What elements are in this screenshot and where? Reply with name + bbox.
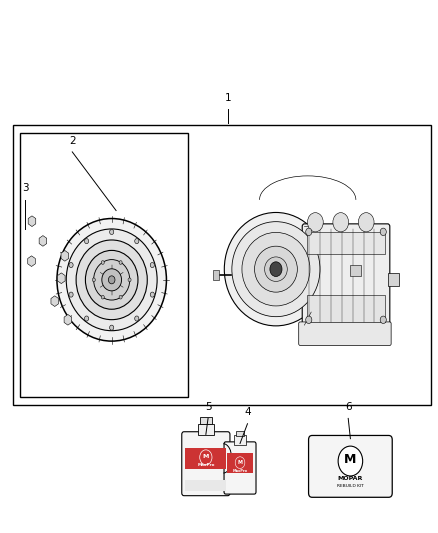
Text: MaxPro: MaxPro — [233, 469, 247, 473]
FancyBboxPatch shape — [224, 442, 256, 494]
Circle shape — [358, 213, 374, 232]
Ellipse shape — [94, 260, 130, 300]
Text: 3: 3 — [22, 183, 29, 193]
Ellipse shape — [57, 219, 166, 341]
Circle shape — [306, 228, 312, 236]
Polygon shape — [51, 296, 59, 306]
Circle shape — [119, 295, 122, 299]
Bar — [234, 435, 246, 445]
Bar — [13, 125, 431, 405]
Ellipse shape — [85, 251, 138, 309]
Ellipse shape — [254, 246, 297, 292]
Circle shape — [110, 325, 114, 330]
Text: 1: 1 — [224, 93, 231, 103]
Circle shape — [333, 213, 349, 232]
Circle shape — [235, 457, 245, 469]
Circle shape — [135, 316, 139, 321]
Bar — [307, 295, 385, 322]
FancyBboxPatch shape — [299, 322, 391, 345]
Text: 4: 4 — [244, 407, 251, 417]
Circle shape — [150, 292, 155, 297]
Text: 6: 6 — [345, 402, 352, 412]
Circle shape — [119, 261, 122, 264]
Ellipse shape — [76, 240, 147, 320]
Text: M: M — [203, 454, 209, 459]
Circle shape — [69, 292, 73, 297]
Circle shape — [109, 276, 115, 284]
Text: M: M — [237, 459, 243, 465]
Text: REBUILD KIT: REBUILD KIT — [337, 483, 364, 488]
Circle shape — [200, 450, 212, 465]
Bar — [307, 232, 385, 254]
Circle shape — [101, 261, 104, 264]
Bar — [200, 417, 212, 424]
Ellipse shape — [102, 269, 121, 291]
Circle shape — [380, 228, 386, 236]
Text: 5: 5 — [205, 402, 212, 412]
Circle shape — [380, 316, 386, 324]
Ellipse shape — [224, 213, 328, 326]
Bar — [185, 448, 226, 469]
Polygon shape — [28, 256, 35, 266]
Ellipse shape — [242, 232, 310, 306]
Circle shape — [128, 278, 131, 281]
Bar — [20, 133, 188, 397]
Polygon shape — [28, 216, 36, 227]
Bar — [198, 424, 214, 435]
Text: 2: 2 — [69, 135, 76, 146]
Ellipse shape — [265, 257, 287, 281]
Polygon shape — [39, 236, 47, 246]
Circle shape — [85, 239, 88, 244]
FancyBboxPatch shape — [308, 435, 392, 497]
Circle shape — [85, 316, 88, 321]
Text: MaxPro: MaxPro — [197, 463, 215, 467]
Bar — [227, 453, 253, 473]
Circle shape — [150, 263, 155, 268]
Circle shape — [338, 446, 363, 476]
Polygon shape — [64, 314, 72, 325]
Text: M: M — [344, 453, 357, 466]
Bar — [388, 273, 399, 286]
Polygon shape — [61, 251, 69, 261]
Bar — [185, 480, 226, 491]
Ellipse shape — [232, 222, 320, 317]
Bar — [213, 270, 219, 280]
Circle shape — [69, 263, 73, 268]
Circle shape — [135, 239, 139, 244]
Circle shape — [307, 213, 323, 232]
Circle shape — [92, 278, 95, 281]
FancyBboxPatch shape — [302, 224, 390, 328]
Text: MOPAR: MOPAR — [338, 475, 363, 481]
FancyBboxPatch shape — [182, 432, 230, 496]
Bar — [350, 265, 361, 276]
Circle shape — [110, 230, 114, 235]
Bar — [236, 431, 244, 436]
Polygon shape — [57, 273, 65, 284]
Circle shape — [101, 295, 104, 299]
Circle shape — [270, 262, 282, 277]
Circle shape — [306, 316, 312, 324]
Ellipse shape — [66, 229, 157, 330]
